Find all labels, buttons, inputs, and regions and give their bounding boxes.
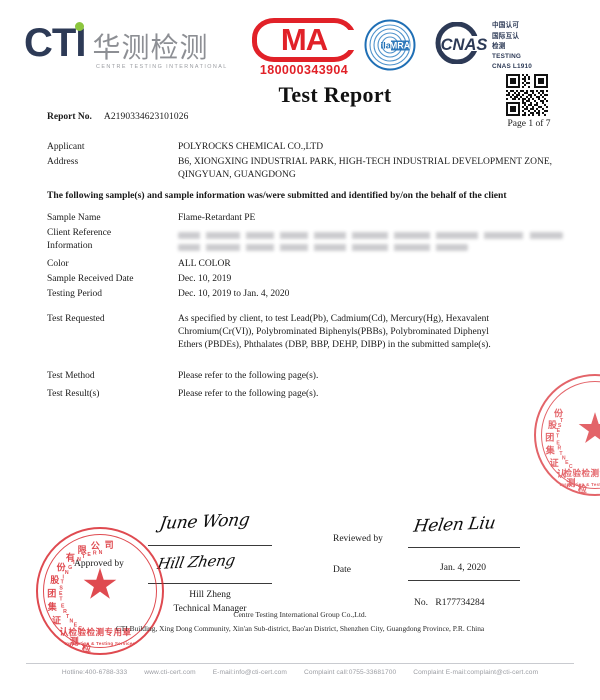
approved-signature-rule-top (148, 545, 272, 546)
test-method-value: Please refer to the following page(s). (178, 371, 319, 381)
certificate-number: No. R177734284 (414, 598, 484, 608)
received-date-label: Sample Received Date (47, 274, 134, 284)
cma-number: 180000343904 (259, 63, 349, 77)
seal-bottom-english: Inspection & Testing Services (64, 641, 136, 646)
seal-bottom-chinese: 检验检测专用章 (563, 469, 600, 479)
certificate-number-label: No. (414, 598, 428, 608)
client-reference-value-redacted (178, 232, 563, 256)
approved-name-role: Hill Zheng Technical Manager (150, 589, 270, 617)
footer-company-name: Centre Testing International Group Co.,L… (233, 610, 367, 619)
cnas-line-1: 中国认可 (492, 21, 520, 29)
seal-arc-english: C E N T R E T E S T (556, 417, 573, 470)
test-method-label: Test Method (47, 371, 95, 381)
svg-text:ilac-: ilac- (380, 41, 399, 52)
cti-subtitle: CENTRE TESTING INTERNATIONAL (96, 64, 228, 70)
footer-contact-bar: Hotline:400-6788-333 www.cti-cert.com E-… (0, 669, 600, 676)
testing-period-value: Dec. 10, 2019 to Jan. 4, 2020 (178, 289, 290, 299)
date-value: Jan. 4, 2020 (440, 563, 486, 573)
seal-arc-english: C E N T R E T E S T I N G I N T E R N (59, 550, 103, 632)
test-results-label: Test Result(s) (47, 389, 100, 399)
certificate-number-value: R177734284 (435, 598, 485, 608)
ilac-mra-logo-icon: ilac- MRA (364, 19, 416, 71)
approved-signature-top: June Wong (158, 510, 251, 534)
address-value: B6, XIONGXING INDUSTRIAL PARK, HIGH-TECH… (178, 157, 552, 180)
cti-chinese-name: 华测检测 (92, 31, 209, 64)
sample-name-value: Flame-Retardant PE (178, 213, 256, 223)
cnas-line-4: TESTING (492, 53, 522, 61)
seal-bottom-english: Inspection & Testing Services (559, 482, 600, 487)
applicant-label: Applicant (47, 142, 85, 152)
sample-name-label: Sample Name (47, 213, 101, 223)
testing-period-label: Testing Period (47, 289, 103, 299)
date-label: Date (333, 565, 351, 575)
reviewed-signature-rule (408, 547, 520, 548)
cti-logo: CTI 华测检测 CENTRE TESTING INTERNATIONAL (24, 22, 239, 70)
test-requested-label: Test Requested (47, 314, 105, 324)
test-results-value: Please refer to the following page(s). (178, 389, 319, 399)
cnas-line-3: 检测 (492, 42, 506, 51)
footer-divider (26, 663, 574, 664)
cnas-accreditation-text: 中国认可 国际互认 检测 TESTING CNAS L1910 (492, 20, 532, 73)
footer-company-address: CTI Building, Xing Dong Community, Xin'a… (115, 624, 485, 633)
approved-signature-rule-bottom (148, 583, 272, 584)
redacted-line (178, 232, 563, 239)
seal-arc-chinese: 检 测 认 证 集 团 股 份 有 限 公 司 (47, 541, 114, 654)
reviewed-signature: Helen Liu (412, 513, 497, 537)
date-rule (408, 580, 520, 581)
cnas-line-5: CNAS L1910 (492, 63, 533, 71)
svg-text:MRA: MRA (390, 41, 411, 51)
footer-website[interactable]: www.cti-cert.com (144, 669, 196, 676)
report-number-value: A2190334623101026 (103, 112, 189, 122)
cnas-line-2: 国际互认 (492, 31, 520, 40)
submission-note: The following sample(s) and sample infor… (47, 190, 507, 201)
approved-name: Hill Zheng (189, 590, 231, 600)
cma-logo: MA 180000343904 (248, 18, 360, 77)
company-seal-stamp: 检 测 认 证 集 团 股 份 有 限 公 司 C E N T R E T E … (36, 527, 164, 655)
cma-letters: MA (280, 22, 328, 57)
document-header: CTI 华测检测 CENTRE TESTING INTERNATIONAL MA… (0, 10, 600, 120)
company-seal-stamp-secondary: 检 测 认 证 集 团 股 份 C E N T R E T E S T 检验检测… (534, 374, 600, 496)
report-number-row: Report No. A2190334623101026 (47, 112, 188, 122)
reviewed-by-label: Reviewed by (333, 534, 383, 544)
footer-complaint-call: Complaint call:0755-33681700 (304, 669, 397, 676)
page-title: Test Report (278, 82, 392, 107)
page-number: Page 1 of 7 (507, 119, 551, 129)
color-label: Color (47, 259, 69, 269)
seal-bottom-chinese: 检验检测专用章 (68, 628, 132, 638)
client-reference-label: Client Reference Information (47, 228, 112, 251)
footer-hotline: Hotline:400-6788-333 (61, 669, 128, 676)
cti-green-dot-icon (75, 22, 85, 31)
cnas-logo-icon: CNAS (424, 21, 490, 65)
footer-email[interactable]: E-mail:info@cti-cert.com (212, 669, 287, 676)
received-date-value: Dec. 10, 2019 (178, 274, 232, 284)
approved-signature-bottom: Hill Zheng (155, 551, 237, 573)
test-requested-value: As specified by client, to test Lead(Pb)… (178, 314, 491, 351)
redacted-line (178, 244, 468, 251)
approved-role: Technical Manager (173, 603, 247, 614)
footer-complaint-email[interactable]: Complaint E-mail:complaint@cti-cert.com (413, 669, 539, 676)
cma-ring-gap (346, 30, 358, 50)
seal-arc-chinese: 检 测 认 证 集 团 股 份 (545, 409, 587, 495)
svg-text:CNAS: CNAS (441, 36, 488, 54)
address-label: Address (47, 157, 79, 167)
qr-code-icon (506, 74, 548, 116)
cma-mark-icon: MA (252, 18, 358, 62)
color-value: ALL COLOR (178, 259, 231, 269)
seal-inner-ring (43, 534, 157, 648)
report-number-label: Report No. (47, 112, 92, 122)
cti-wordmark: CTI (24, 22, 86, 63)
applicant-value: POLYROCKS CHEMICAL CO.,LTD (178, 142, 324, 152)
